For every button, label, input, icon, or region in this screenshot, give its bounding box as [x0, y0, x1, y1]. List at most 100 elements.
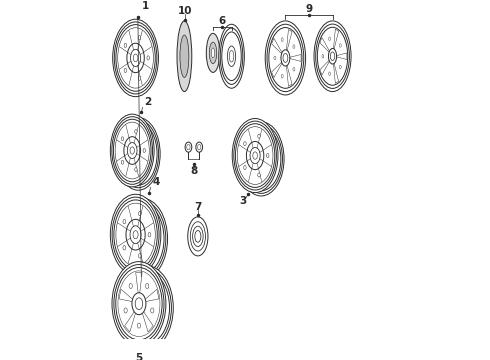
Ellipse shape [114, 200, 157, 269]
Ellipse shape [118, 271, 160, 337]
Polygon shape [290, 54, 301, 62]
Ellipse shape [124, 68, 126, 73]
Ellipse shape [116, 267, 162, 340]
Ellipse shape [130, 49, 141, 67]
Ellipse shape [116, 24, 155, 91]
Ellipse shape [237, 127, 273, 184]
Ellipse shape [112, 262, 166, 346]
Ellipse shape [219, 24, 245, 88]
Ellipse shape [146, 283, 149, 288]
Ellipse shape [229, 50, 234, 62]
Ellipse shape [177, 21, 192, 91]
Ellipse shape [113, 119, 151, 182]
Ellipse shape [123, 246, 126, 250]
Ellipse shape [138, 76, 141, 80]
Polygon shape [320, 60, 330, 75]
Ellipse shape [117, 117, 160, 190]
Ellipse shape [227, 46, 236, 67]
Ellipse shape [222, 32, 241, 81]
Ellipse shape [211, 48, 215, 58]
Ellipse shape [238, 122, 284, 196]
Polygon shape [119, 289, 133, 302]
Ellipse shape [120, 123, 157, 185]
Ellipse shape [115, 122, 149, 179]
Ellipse shape [114, 265, 164, 343]
Ellipse shape [121, 137, 123, 141]
Polygon shape [320, 37, 330, 53]
Ellipse shape [258, 173, 260, 177]
Ellipse shape [234, 121, 276, 190]
Ellipse shape [130, 147, 134, 154]
Text: 8: 8 [191, 166, 198, 176]
Ellipse shape [118, 120, 159, 188]
Ellipse shape [274, 56, 276, 60]
Polygon shape [333, 29, 339, 50]
Ellipse shape [220, 28, 243, 84]
Ellipse shape [283, 54, 288, 62]
Ellipse shape [114, 22, 157, 94]
Ellipse shape [329, 37, 330, 41]
Ellipse shape [240, 125, 282, 193]
Text: 4: 4 [152, 177, 159, 188]
Ellipse shape [329, 72, 330, 76]
Ellipse shape [124, 308, 127, 313]
Ellipse shape [196, 142, 202, 152]
Ellipse shape [123, 219, 126, 224]
Ellipse shape [244, 166, 246, 170]
Ellipse shape [206, 33, 220, 72]
Ellipse shape [244, 141, 246, 146]
Polygon shape [142, 311, 153, 332]
Ellipse shape [235, 124, 275, 188]
Ellipse shape [250, 147, 260, 164]
Ellipse shape [187, 144, 190, 150]
Ellipse shape [253, 152, 257, 159]
Ellipse shape [135, 167, 137, 171]
Ellipse shape [328, 49, 337, 64]
Ellipse shape [112, 197, 159, 272]
Ellipse shape [209, 42, 217, 64]
Ellipse shape [139, 211, 141, 216]
Ellipse shape [127, 43, 144, 73]
Ellipse shape [137, 323, 141, 328]
Polygon shape [336, 53, 347, 59]
Ellipse shape [122, 269, 172, 347]
Ellipse shape [265, 21, 306, 95]
Polygon shape [333, 63, 339, 83]
Ellipse shape [113, 19, 158, 96]
Ellipse shape [110, 194, 161, 275]
Ellipse shape [314, 21, 351, 91]
Ellipse shape [316, 24, 349, 89]
Ellipse shape [318, 27, 348, 85]
Ellipse shape [126, 219, 145, 250]
Ellipse shape [258, 134, 260, 138]
Text: 5: 5 [135, 352, 143, 360]
Ellipse shape [133, 54, 138, 62]
Ellipse shape [116, 203, 155, 266]
Ellipse shape [180, 35, 189, 77]
Ellipse shape [340, 65, 341, 69]
Ellipse shape [195, 230, 201, 242]
Ellipse shape [246, 141, 264, 170]
Text: 7: 7 [194, 202, 201, 212]
Ellipse shape [130, 226, 141, 244]
Ellipse shape [193, 226, 203, 247]
Ellipse shape [188, 217, 208, 256]
Ellipse shape [121, 204, 164, 274]
Ellipse shape [267, 24, 304, 92]
Ellipse shape [121, 160, 123, 164]
Polygon shape [286, 30, 292, 51]
Polygon shape [145, 289, 159, 302]
Ellipse shape [139, 253, 141, 258]
Ellipse shape [242, 127, 281, 191]
Ellipse shape [197, 144, 201, 150]
Ellipse shape [127, 143, 137, 158]
Ellipse shape [148, 233, 151, 237]
Ellipse shape [340, 44, 341, 47]
Polygon shape [136, 273, 142, 294]
Text: 6: 6 [219, 16, 226, 26]
Ellipse shape [150, 308, 154, 313]
Ellipse shape [118, 28, 153, 88]
Text: 10: 10 [178, 6, 192, 16]
Ellipse shape [120, 266, 173, 350]
Ellipse shape [281, 50, 290, 66]
